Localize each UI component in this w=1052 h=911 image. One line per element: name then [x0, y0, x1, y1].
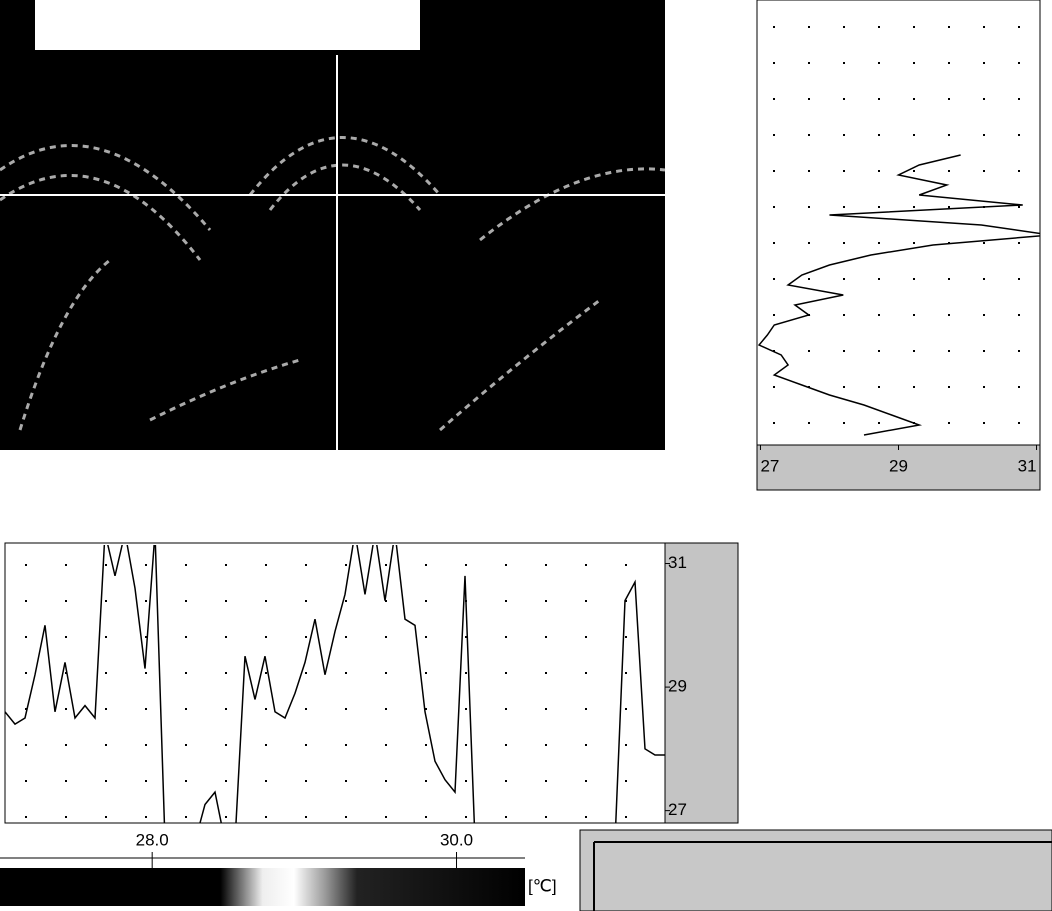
scale-tick-label: 28.0 [136, 830, 169, 849]
thermal-viewer: [℃] 27 29 31 27 29 31 28.0 30.0 [0, 0, 1052, 911]
y-tick-label: 27 [668, 800, 687, 819]
y-tick-label: 31 [668, 553, 687, 572]
horizontal-profile-panel [5, 543, 738, 823]
thermal-image [0, 0, 665, 450]
vertical-profile-panel [757, 0, 1040, 490]
x-tick-label: 29 [889, 456, 908, 475]
scale-tick-label: 30.0 [440, 830, 473, 849]
y-tick-label: 29 [668, 677, 687, 696]
x-tick-label: 27 [760, 456, 779, 475]
unit-label: [℃] [528, 876, 557, 895]
x-tick-label: 31 [1018, 456, 1037, 475]
